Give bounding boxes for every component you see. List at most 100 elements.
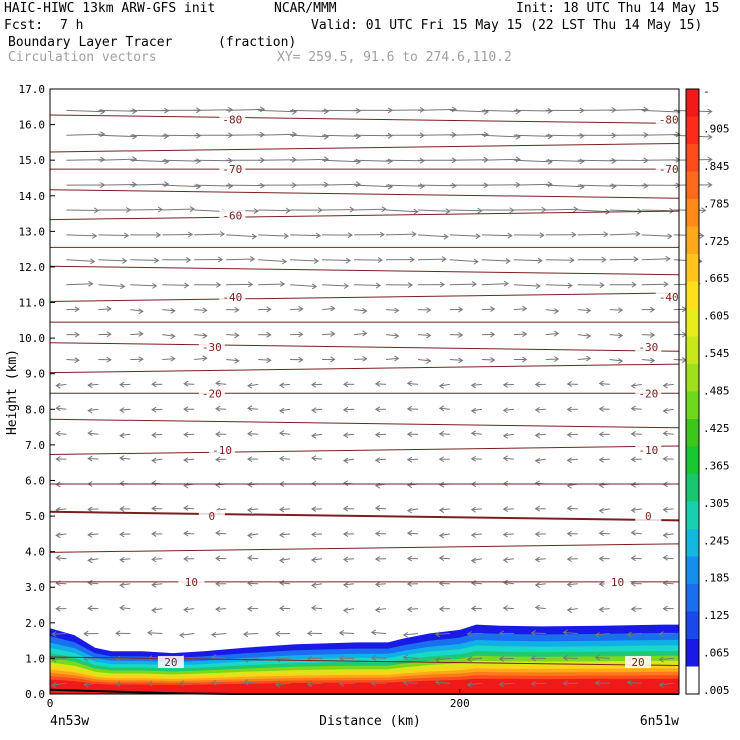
vector-arrow	[567, 608, 578, 611]
vector-arrow	[290, 308, 303, 311]
vector-arrowhead	[311, 582, 317, 589]
vector-arrow	[663, 582, 674, 585]
vector-arrow	[279, 558, 291, 561]
isotherm-label-bg	[655, 163, 682, 176]
colorbar-segment	[686, 171, 699, 200]
vector-arrowhead	[633, 256, 639, 263]
vector-arrow	[531, 682, 546, 685]
vector-arrowhead	[51, 682, 57, 688]
vector-arrowhead	[323, 156, 330, 163]
vector-arrow	[471, 408, 482, 412]
vector-arrowhead	[151, 556, 157, 563]
vector-arrowhead	[374, 457, 381, 464]
vector-arrow	[449, 259, 478, 263]
vector-arrow	[577, 284, 604, 286]
vector-arrowhead	[170, 333, 176, 340]
vector-arrowhead	[438, 430, 445, 437]
vector-arrow	[659, 657, 674, 660]
axes: 0.0 1.0 2.0 3.0 4.0 5.0 6.0 7.0 8.0 9.0 10.0 11.0 12…	[19, 83, 470, 710]
vector-arrowhead	[152, 282, 158, 289]
vector-arrowhead	[617, 332, 624, 339]
vector-arrowhead	[183, 431, 189, 438]
vector-arrow	[162, 159, 201, 162]
vector-arrowhead	[311, 455, 317, 462]
vector-arrow	[66, 209, 99, 211]
vector-arrow	[56, 557, 67, 560]
vector-arrowhead	[247, 430, 253, 437]
vector-arrow	[226, 108, 265, 111]
vector-arrowhead	[298, 356, 304, 363]
vector-arrowhead	[630, 507, 636, 514]
vector-arrowhead	[569, 257, 575, 264]
vector-arrow	[545, 134, 584, 137]
vector-arrowhead	[458, 332, 464, 338]
vector-arrowhead	[426, 307, 432, 313]
vector-arrow	[120, 433, 131, 437]
vector-arrow	[88, 558, 99, 561]
field-name: Boundary Layer Tracer	[8, 35, 173, 50]
vector-arrow	[371, 657, 387, 659]
vector-arrow	[120, 533, 131, 535]
vector-arrowhead	[122, 257, 128, 264]
vector-arrowhead	[151, 406, 157, 413]
vector-arrowhead	[92, 233, 98, 239]
tracer-fill	[49, 624, 679, 695]
vector-arrowhead	[617, 307, 624, 314]
vector-arrowhead	[470, 532, 477, 539]
vector-arrowhead	[451, 106, 457, 113]
isotherm-label: -80	[659, 113, 679, 126]
colorbar-label: .605	[703, 310, 730, 323]
vector-arrowhead	[649, 306, 656, 313]
vector-arrow	[513, 259, 542, 262]
vector-arrowhead	[119, 381, 125, 388]
vector-arrow	[322, 183, 361, 186]
vector-arrowhead	[186, 257, 192, 263]
vector-arrow	[385, 109, 425, 111]
vector-arrowhead	[537, 257, 543, 264]
vector-arrow	[152, 433, 163, 436]
vector-arrowhead	[419, 157, 425, 164]
vector-arrow	[641, 258, 670, 261]
vector-arrowhead	[502, 605, 509, 611]
vector-arrow	[563, 657, 578, 659]
vector-arrowhead	[283, 233, 290, 239]
vector-arrow	[130, 159, 169, 163]
vector-arrow	[503, 558, 514, 561]
vector-arrowhead	[377, 257, 383, 263]
vector-arrow	[226, 134, 265, 136]
vector-arrow	[417, 108, 457, 111]
vector-arrow	[641, 283, 668, 286]
vector-arrowhead	[490, 331, 496, 338]
vector-arrowhead	[215, 606, 221, 613]
vector-arrowhead	[598, 606, 604, 613]
vector-arrow	[417, 334, 431, 336]
vector-arrow	[311, 457, 323, 460]
vector-arrow	[216, 408, 227, 410]
vector-arrow	[354, 309, 367, 312]
vector-arrow	[407, 382, 419, 385]
vector-arrowhead	[330, 305, 336, 312]
vector-arrowhead	[458, 357, 464, 364]
x-tick-label: 200	[450, 697, 470, 710]
vector-arrow	[663, 533, 674, 536]
vector-arrowhead	[342, 432, 349, 439]
vector-arrow	[290, 158, 329, 161]
vector-arrow	[279, 432, 291, 435]
vector-arrowhead	[539, 232, 545, 239]
vector-arrow	[226, 258, 255, 261]
colorbar-label: .305	[703, 497, 730, 510]
vector-arrowhead	[470, 580, 477, 586]
colorbar-segment	[686, 556, 699, 585]
vector-arrowhead	[338, 680, 345, 687]
vector-arrowhead	[562, 629, 568, 636]
vector-arrow	[290, 134, 329, 138]
vector-arrowhead	[247, 382, 253, 389]
vector-arrowhead	[658, 656, 664, 663]
vector-arrowhead	[119, 582, 125, 589]
vector-arrow	[375, 583, 387, 585]
vector-arrowhead	[662, 605, 668, 612]
vector-arrowhead	[573, 206, 579, 213]
vector-arrow	[66, 109, 105, 113]
vector-arrow	[354, 358, 367, 360]
x-tick-label: 0	[47, 697, 54, 710]
